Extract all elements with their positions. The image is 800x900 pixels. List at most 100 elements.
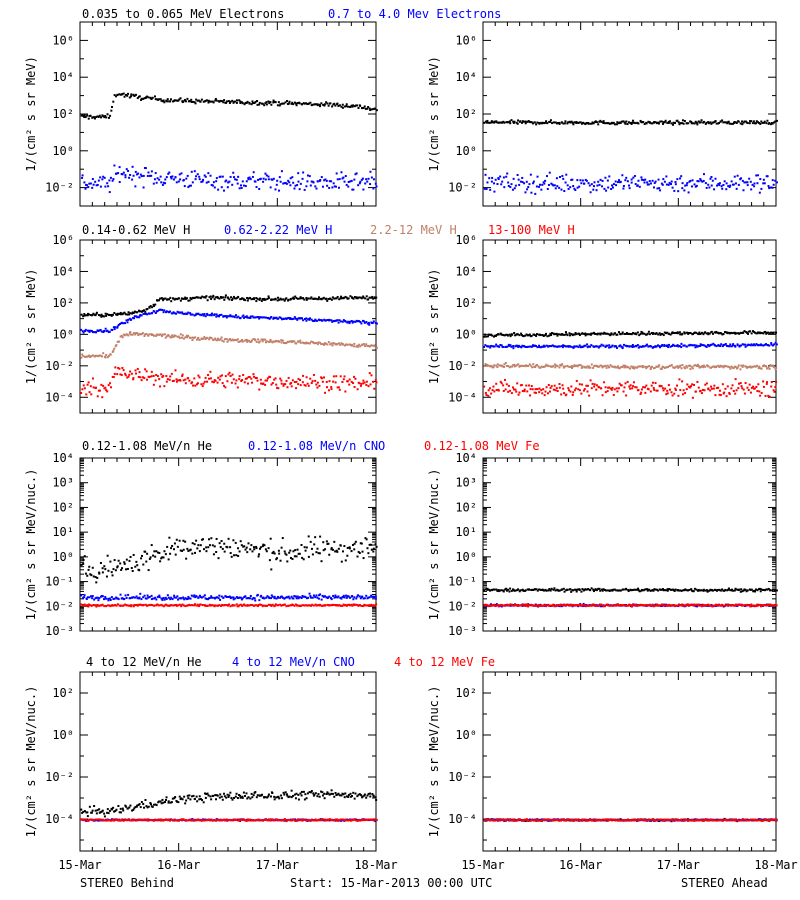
data-point (282, 298, 285, 301)
data-point (173, 99, 176, 102)
data-point (766, 344, 769, 347)
data-point (490, 180, 493, 183)
data-point (106, 329, 109, 332)
data-point (742, 589, 745, 592)
data-point (226, 186, 229, 189)
data-point (173, 298, 176, 301)
data-point (720, 343, 723, 346)
data-point (745, 331, 748, 334)
data-point (365, 320, 368, 323)
data-point (225, 100, 228, 103)
data-point (727, 185, 730, 188)
data-point (148, 333, 151, 336)
data-point (554, 345, 557, 348)
data-point (356, 555, 359, 558)
data-point (98, 571, 101, 574)
data-point (279, 596, 282, 599)
data-point (699, 389, 702, 392)
data-point (86, 329, 89, 332)
data-point (708, 332, 711, 335)
data-point (638, 345, 641, 348)
data-point (115, 313, 118, 316)
data-point (773, 589, 776, 592)
data-point (673, 189, 676, 192)
data-point (313, 103, 316, 106)
data-point (224, 375, 227, 378)
data-point (291, 557, 294, 560)
data-point (484, 173, 487, 176)
data-point (747, 330, 750, 333)
data-point (151, 306, 154, 309)
data-point (362, 343, 365, 346)
data-point (732, 389, 735, 392)
data-point (561, 363, 564, 366)
data-point (266, 377, 269, 380)
data-point (92, 354, 95, 357)
data-point (722, 366, 725, 369)
data-point (262, 338, 265, 341)
data-point (509, 122, 512, 125)
data-point (562, 344, 565, 347)
data-point (373, 387, 376, 390)
data-point (491, 121, 494, 124)
data-point (149, 556, 152, 559)
data-point (361, 106, 364, 109)
data-point (723, 343, 726, 346)
data-point (109, 353, 112, 356)
data-point (146, 604, 149, 607)
data-point (532, 182, 535, 185)
data-point (330, 388, 333, 391)
data-point (312, 604, 315, 607)
data-point (771, 186, 774, 189)
data-point (117, 598, 120, 601)
data-point (239, 317, 242, 320)
data-point (589, 122, 592, 125)
data-point (486, 121, 489, 124)
data-point (519, 364, 522, 367)
data-point (329, 604, 332, 607)
data-point (138, 371, 141, 374)
data-point (705, 382, 708, 385)
data-point (134, 565, 137, 568)
data-point (139, 310, 142, 313)
data-point (730, 180, 733, 183)
data-point (330, 180, 333, 183)
data-point (515, 121, 518, 124)
data-point (344, 603, 347, 606)
data-point (86, 312, 89, 315)
data-point (289, 177, 292, 180)
data-point (645, 367, 648, 370)
data-point (112, 100, 115, 103)
data-point (199, 100, 202, 103)
data-point (285, 182, 288, 185)
data-point (199, 544, 202, 547)
y-tick-label: 10³ (52, 476, 74, 490)
data-point (576, 186, 579, 189)
data-point (604, 346, 607, 349)
data-point (486, 335, 489, 338)
data-point (661, 344, 664, 347)
data-point (136, 97, 139, 100)
data-point (262, 543, 265, 546)
data-point (590, 183, 593, 186)
data-point (540, 389, 543, 392)
data-point (154, 303, 157, 306)
data-point (573, 187, 576, 190)
data-point (287, 604, 290, 607)
data-point (702, 344, 705, 347)
data-point (687, 122, 690, 125)
data-point (134, 185, 137, 188)
data-point (318, 341, 321, 344)
data-point (364, 182, 367, 185)
data-point (303, 102, 306, 105)
data-point (359, 384, 362, 387)
data-point (105, 116, 108, 119)
data-point (205, 550, 208, 553)
data-point (270, 383, 273, 386)
data-point (683, 589, 686, 592)
data-point (713, 384, 716, 387)
data-point (529, 173, 532, 176)
data-point (301, 341, 304, 344)
data-point (223, 550, 226, 553)
